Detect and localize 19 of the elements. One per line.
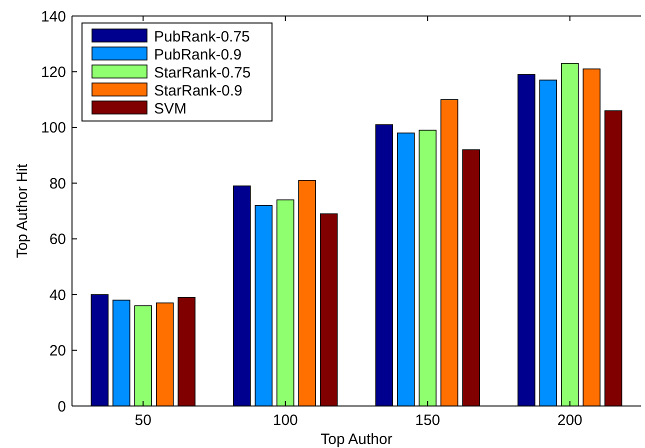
y-tick-label: 40 xyxy=(49,286,66,304)
y-tick-label: 80 xyxy=(49,175,66,192)
y-tick-label: 120 xyxy=(40,64,66,81)
legend-label: StarRank-0.75 xyxy=(154,64,251,82)
legend-label: PubRank-0.9 xyxy=(154,46,242,64)
x-tick-label: 200 xyxy=(557,412,582,429)
y-tick-label: 100 xyxy=(40,120,66,137)
x-axis-title: Top Author xyxy=(320,431,392,448)
x-tick-label: 50 xyxy=(134,412,152,429)
y-tick-label: 0 xyxy=(58,398,66,416)
legend-label: PubRank-0.75 xyxy=(154,28,250,46)
y-tick-label: 20 xyxy=(49,342,66,360)
y-tick-label: 140 xyxy=(40,8,66,26)
legend-label: StarRank-0.9 xyxy=(154,82,242,100)
x-tick-label: 100 xyxy=(272,412,298,429)
y-tick-label: 60 xyxy=(49,231,66,248)
legend-label: SVM xyxy=(154,100,187,118)
x-tick-label: 150 xyxy=(415,412,440,429)
y-axis-title: Top Author Hit xyxy=(14,163,31,258)
